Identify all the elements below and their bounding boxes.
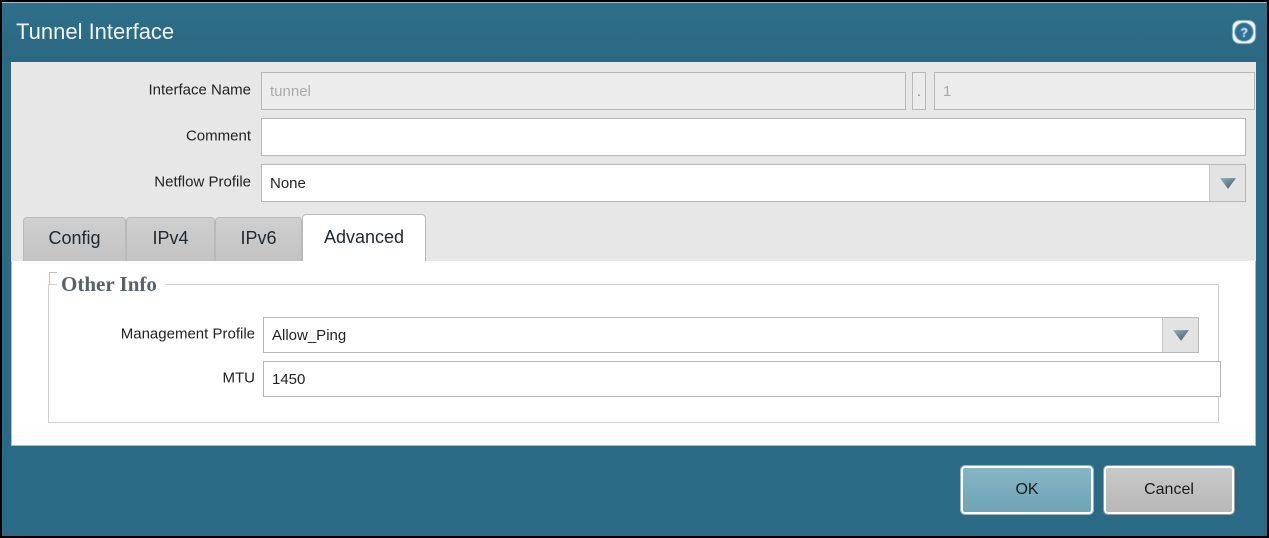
svg-text:?: ? xyxy=(1240,26,1248,40)
